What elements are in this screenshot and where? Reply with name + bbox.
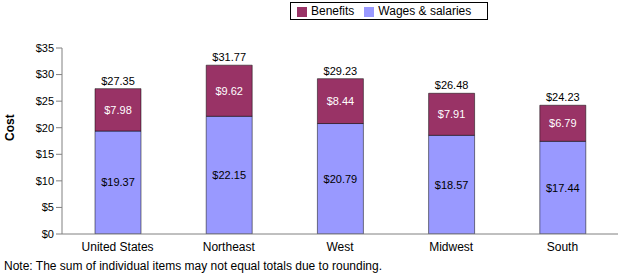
svg-text:$5: $5 [42,201,54,213]
svg-text:$9.62: $9.62 [215,85,243,97]
svg-text:$19.37: $19.37 [101,176,135,188]
svg-text:West: West [326,240,354,254]
svg-text:$20.79: $20.79 [324,173,358,185]
svg-text:$7.98: $7.98 [104,104,132,116]
svg-text:$22.15: $22.15 [212,169,246,181]
html-text:Benefits: Benefits [311,4,355,18]
svg-text:$17.44: $17.44 [546,182,580,194]
svg-text:$6.79: $6.79 [549,117,577,129]
svg-text:Northeast: Northeast [203,240,256,254]
svg-text:South: South [547,240,578,254]
svg-text:$25: $25 [36,95,54,107]
svg-text:$31.77: $31.77 [212,51,246,63]
svg-text:$0: $0 [42,228,54,240]
svg-text:$7.91: $7.91 [438,108,466,120]
svg-text:$18.57: $18.57 [435,179,469,191]
html-text:Note: The sum of individual it: Note: The sum of individual items may no… [4,259,382,273]
svg-text:$27.35: $27.35 [101,75,135,87]
svg-text:$26.48: $26.48 [435,79,469,91]
svg-text:$15: $15 [36,148,54,160]
svg-text:$24.23: $24.23 [546,91,580,103]
svg-text:$35: $35 [36,42,54,54]
html-text:Wages & salaries: Wages & salaries [378,4,472,18]
svg-text:$30: $30 [36,68,54,80]
svg-text:$8.44: $8.44 [327,95,355,107]
svg-text:United States: United States [82,240,154,254]
svg-text:Midwest: Midwest [429,240,474,254]
svg-text:$10: $10 [36,175,54,187]
svg-text:$29.23: $29.23 [324,65,358,77]
svg-text:$20: $20 [36,122,54,134]
svg-text:Cost: Cost [8,114,17,141]
